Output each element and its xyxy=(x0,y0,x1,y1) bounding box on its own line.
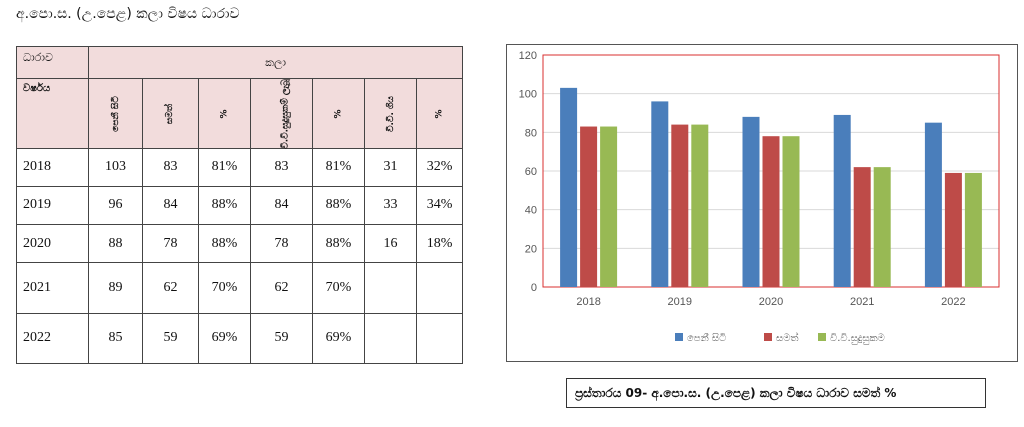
col-header-entered-pct: % xyxy=(415,78,464,149)
col-header-pass-pct: % xyxy=(198,78,251,149)
page-heading: අ.පො.ස. (උ.පෙළ) කලා විෂය ධාරාව xyxy=(16,6,240,22)
bar xyxy=(560,87,578,287)
legend-swatch xyxy=(764,333,772,341)
x-tick-label: 2020 xyxy=(759,296,783,308)
table-cell: 69% xyxy=(198,312,251,365)
table-cell: 16 xyxy=(364,224,417,264)
table-cell: 89 xyxy=(88,262,143,314)
bar xyxy=(924,122,942,288)
bar xyxy=(600,126,618,288)
table-cell: 96 xyxy=(88,185,143,226)
table-cell: 103 xyxy=(88,147,143,187)
col-header-uni-entered: වි.වි. ගිය xyxy=(364,78,417,149)
table-row: 2018 103 83 81% 83 81% 31 32% xyxy=(16,147,464,187)
table-cell: 84 xyxy=(142,185,199,226)
table-cell: 62 xyxy=(250,262,313,314)
bar xyxy=(691,124,709,287)
y-tick-label: 40 xyxy=(525,205,537,217)
bar xyxy=(651,101,669,288)
table-cell: 83 xyxy=(142,147,199,187)
table-row: 2019 96 84 88% 84 88% 33 34% xyxy=(16,185,464,226)
table-cell: 78 xyxy=(142,224,199,264)
col-header-qualified-pct: % xyxy=(312,78,365,149)
bar xyxy=(782,136,800,287)
table-cell: 59 xyxy=(142,312,199,365)
bar xyxy=(671,124,689,287)
legend-swatch xyxy=(675,333,683,341)
table-cell: 83 xyxy=(250,147,313,187)
bar xyxy=(944,172,962,287)
table-cell: 62 xyxy=(142,262,199,314)
y-tick-label: 120 xyxy=(519,50,537,62)
col-header-passed: සමත් xyxy=(142,78,199,149)
bar-chart-frame: 0 20 40 60 80 100 120 2018 2019 2020 2021 2022 පෙනී … xyxy=(506,44,1018,362)
table-cell: 59 xyxy=(250,312,313,365)
bar xyxy=(964,172,982,287)
table-cell: 88% xyxy=(312,185,365,226)
bar xyxy=(742,116,760,287)
bar xyxy=(762,136,780,287)
figure-caption: ප්‍රස්තාරය 09- අ.පො.ස. (උ.පෙළ) කලා විෂය … xyxy=(566,378,986,408)
col-header-uni-qualified: වි.වි.සුදුසුකම් ලැබූ xyxy=(250,78,313,149)
x-tick-label: 2022 xyxy=(941,296,965,308)
table-cell: 69% xyxy=(312,312,365,365)
row-year: 2022 xyxy=(16,312,89,365)
y-tick-label: 100 xyxy=(519,89,537,101)
table-cell: 32% xyxy=(415,147,464,187)
legend-label: වි.වි.සුදුසුකම xyxy=(830,333,885,344)
table-row: 2021 89 62 70% 62 70% xyxy=(16,262,464,314)
year-header: වර්ෂය xyxy=(16,78,89,149)
row-year: 2019 xyxy=(16,185,89,226)
stream-header: ධාරාව xyxy=(16,45,89,80)
row-year: 2021 xyxy=(16,262,89,314)
row-year: 2020 xyxy=(16,224,89,264)
table-cell: 88% xyxy=(198,224,251,264)
table-cell: 31 xyxy=(364,147,417,187)
table-cell: 84 xyxy=(250,185,313,226)
table-cell: 88 xyxy=(88,224,143,264)
legend-swatch xyxy=(818,333,826,341)
table-cell: 70% xyxy=(312,262,365,314)
table-cell: 81% xyxy=(312,147,365,187)
row-year: 2018 xyxy=(16,147,89,187)
legend-label: සමත් xyxy=(776,331,799,344)
y-tick-label: 20 xyxy=(525,243,537,255)
bar xyxy=(853,167,871,287)
arts-group-header: කලා xyxy=(87,45,464,80)
table-cell: 88% xyxy=(198,185,251,226)
table-cell: 81% xyxy=(198,147,251,187)
table-cell: 88% xyxy=(312,224,365,264)
results-table: ධාරාව කලා වර්ෂය පෙනී සිටි සමත් % වි.වි.ස… xyxy=(16,45,464,365)
table-cell: 33 xyxy=(364,185,417,226)
table-cell: 85 xyxy=(88,312,143,365)
bar xyxy=(580,126,598,288)
table-row: 2020 88 78 88% 78 88% 16 18% xyxy=(16,224,464,264)
table-cell: 34% xyxy=(415,185,464,226)
y-tick-label: 0 xyxy=(531,282,537,294)
table-cell xyxy=(364,312,417,365)
table-cell xyxy=(415,312,464,365)
y-tick-label: 60 xyxy=(525,166,537,178)
table-cell: 18% xyxy=(415,224,464,264)
table-cell xyxy=(364,262,417,314)
bar xyxy=(873,167,891,287)
legend-label: පෙනී සිටි xyxy=(687,333,726,344)
col-header-sat: පෙනී සිටි xyxy=(88,78,143,149)
table-cell xyxy=(415,262,464,314)
table-cell: 70% xyxy=(198,262,251,314)
x-tick-label: 2018 xyxy=(576,296,600,308)
y-tick-label: 80 xyxy=(525,127,537,139)
x-tick-label: 2019 xyxy=(668,296,692,308)
x-tick-label: 2021 xyxy=(850,296,874,308)
table-cell: 78 xyxy=(250,224,313,264)
bar xyxy=(833,114,851,287)
bar-chart: 0 20 40 60 80 100 120 2018 2019 2020 2021 2022 පෙනී … xyxy=(519,50,1000,344)
table-row: 2022 85 59 69% 59 69% xyxy=(16,312,464,365)
